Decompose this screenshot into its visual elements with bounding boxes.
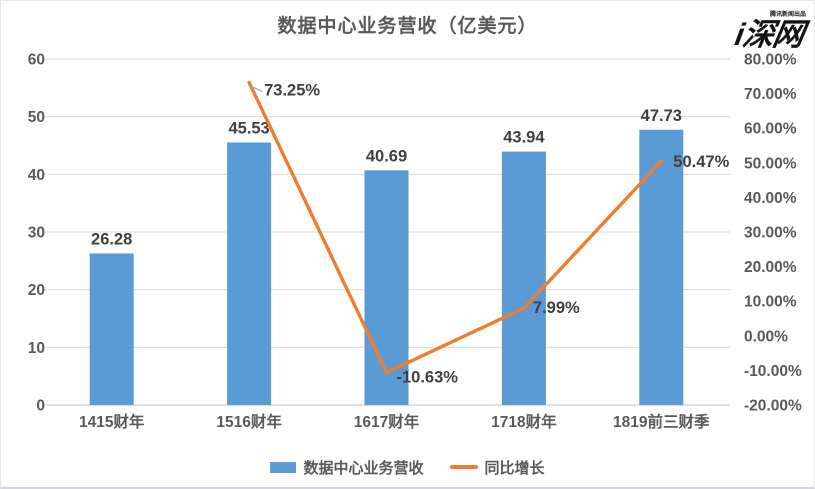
x-axis-category-label: 1718财年 (491, 412, 557, 431)
bar-value-label: 45.53 (228, 119, 269, 137)
chart-title: 数据中心业务营收（亿美元） (277, 16, 538, 37)
legend-label-revenue: 数据中心业务营收 (303, 459, 424, 477)
bar-1516财年 (227, 142, 272, 405)
line-value-label: -10.63% (397, 369, 459, 387)
left-axis-tick: 0 (36, 398, 45, 415)
right-axis-tick: 20.00% (744, 259, 797, 276)
bar-value-label: 43.94 (503, 129, 545, 147)
shenwang-logo: 腾讯新闻出品 i深网 (704, 3, 808, 53)
line-series-swatch (449, 465, 478, 469)
right-axis-tick: -10.00% (744, 363, 802, 380)
growth-line (247, 80, 663, 375)
x-axis-category-label: 1617财年 (354, 412, 420, 431)
line-value-label: 73.25% (264, 81, 320, 99)
right-axis-tick: 80.00% (744, 52, 797, 69)
bar-1718财年 (501, 151, 546, 405)
logo-tagline: 腾讯新闻出品 (769, 12, 806, 18)
left-axis-tick: 20 (28, 282, 45, 299)
bar-1415财年 (89, 253, 134, 405)
right-axis-tick: 70.00% (744, 86, 797, 103)
label-leader-line (250, 85, 263, 92)
left-axis-tick: 60 (28, 52, 45, 69)
right-axis-tick: -20.00% (744, 398, 802, 415)
left-axis-tick: 30 (28, 225, 45, 242)
bar-value-label: 26.28 (91, 230, 132, 248)
right-axis-tick: 0.00% (744, 328, 788, 345)
legend-label-growth: 同比增长 (484, 459, 545, 477)
left-axis-tick: 10 (28, 340, 45, 357)
legend-item-growth: 同比增长 (449, 457, 545, 478)
bar-value-label: 40.69 (366, 147, 407, 165)
left-axis-tick: 40 (28, 167, 45, 184)
legend-item-revenue: 数据中心业务营收 (270, 457, 424, 478)
line-value-label: 50.47% (673, 153, 729, 171)
x-axis-category-label: 1516财年 (216, 412, 282, 431)
bar-value-label: 47.73 (641, 107, 682, 125)
line-value-label: 7.99% (533, 299, 580, 317)
right-axis-tick: 50.00% (744, 155, 797, 172)
bar-series-swatch (270, 461, 297, 473)
right-axis-tick: 10.00% (744, 294, 797, 311)
right-axis-tick: 40.00% (744, 190, 797, 207)
right-axis-tick: 30.00% (744, 225, 797, 242)
chart-legend: 数据中心业务营收 同比增长 (1, 455, 814, 479)
x-axis-category-label: 1415财年 (79, 412, 145, 431)
left-axis-tick: 50 (28, 109, 45, 126)
x-axis-category-label: 1819前三财季 (613, 412, 710, 431)
right-axis-tick: 60.00% (744, 121, 797, 138)
